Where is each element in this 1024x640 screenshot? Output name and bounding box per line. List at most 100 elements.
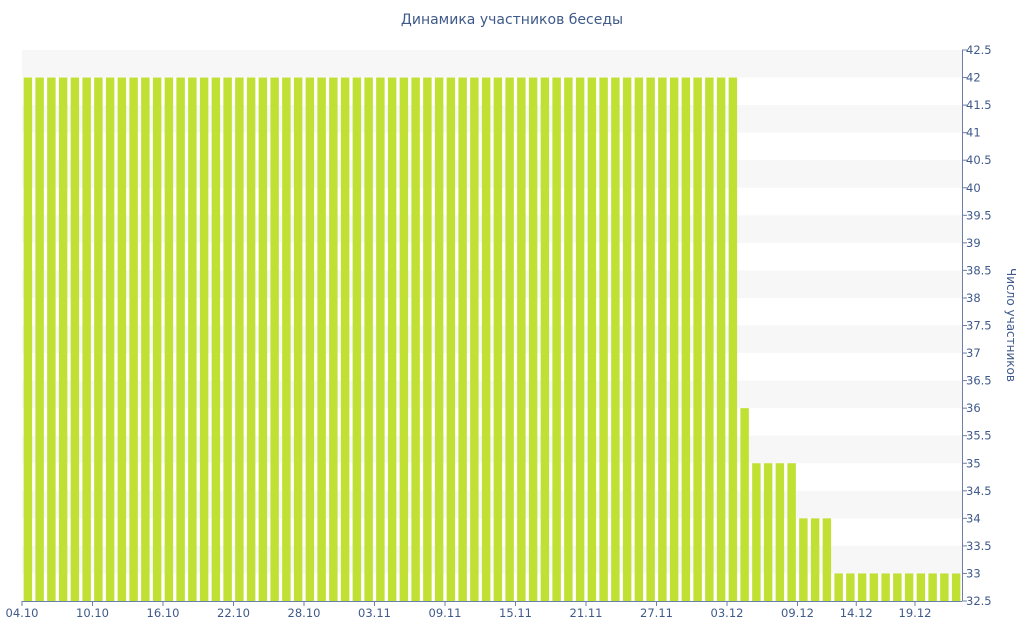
- bar: [188, 77, 197, 602]
- y-tick-label: 32.5: [966, 594, 992, 608]
- bar: [857, 573, 867, 601]
- y-tick-label: 39: [966, 236, 981, 250]
- x-tick-label: 09.12: [781, 606, 814, 620]
- bar: [728, 77, 738, 602]
- bar: [822, 518, 832, 601]
- y-axis-ticks: 32.5 33 33.5 34 34.5 35 35.5 36 36.5 37 37.5 38 38.5…: [962, 43, 992, 608]
- bar: [399, 77, 409, 602]
- y-tick-label: 41: [966, 126, 981, 140]
- bar: [70, 77, 80, 602]
- grid-band: [22, 105, 962, 133]
- y-tick-label: 41.5: [966, 98, 992, 112]
- bar: [611, 77, 620, 602]
- bar: [164, 77, 174, 602]
- bar: [82, 77, 91, 602]
- bar: [235, 77, 244, 602]
- bar: [552, 77, 561, 602]
- grid-band: [22, 545, 962, 574]
- bar: [599, 77, 608, 602]
- y-tick-label: 37.5: [966, 319, 992, 333]
- bar: [799, 518, 808, 601]
- bar: [282, 77, 291, 602]
- x-tick-label: 03.12: [711, 606, 744, 620]
- x-tick-label: 27.11: [640, 606, 673, 620]
- y-tick-label: 35: [966, 456, 981, 470]
- bar: [916, 573, 926, 601]
- bar: [58, 77, 68, 602]
- bar: [787, 463, 796, 601]
- bars: [23, 77, 961, 602]
- x-tick-label: 03.11: [358, 606, 391, 620]
- bar: [481, 77, 491, 602]
- bar: [129, 77, 138, 602]
- bar: [35, 77, 44, 602]
- y-tick-label: 37: [966, 346, 981, 360]
- y-tick-label: 38: [966, 291, 981, 305]
- bar: [564, 77, 573, 602]
- x-tick-label: 16.10: [147, 606, 180, 620]
- bar: [446, 77, 456, 602]
- bar: [763, 463, 773, 601]
- bar: [317, 77, 326, 602]
- x-axis-ticks: 04.10 10.10 16.10 22.10 28.10 03.11 09.11 15.11…: [6, 601, 931, 620]
- y-tick-label: 38.5: [966, 263, 992, 277]
- grid-band: [22, 325, 962, 354]
- bar: [716, 77, 726, 602]
- y-tick-label: 40.5: [966, 153, 992, 167]
- bar: [246, 77, 256, 602]
- bar: [810, 518, 820, 601]
- x-tick-label: 04.10: [6, 606, 39, 620]
- bar: [505, 77, 514, 602]
- x-tick-label: 28.10: [288, 606, 321, 620]
- bar: [517, 77, 526, 602]
- x-tick-label: 09.11: [429, 606, 462, 620]
- x-tick-label: 14.12: [840, 606, 873, 620]
- bar: [434, 77, 444, 602]
- y-tick-label: 33: [966, 566, 981, 580]
- bar: [423, 77, 432, 602]
- x-tick-label: 10.10: [76, 606, 109, 620]
- bar: [293, 77, 303, 602]
- y-tick-label: 34: [966, 511, 981, 525]
- bar: [258, 77, 268, 602]
- grid-band: [22, 270, 962, 298]
- bar: [669, 77, 679, 602]
- bar: [940, 573, 949, 601]
- bar: [646, 77, 655, 602]
- y-tick-label: 33.5: [966, 539, 992, 553]
- bar: [105, 77, 115, 602]
- grid-band: [22, 435, 962, 464]
- y-tick-label: 36.5: [966, 374, 992, 388]
- bar: [705, 77, 714, 602]
- grid-band: [22, 215, 962, 243]
- bar: [693, 77, 702, 602]
- bar: [575, 77, 585, 602]
- bar: [951, 573, 961, 601]
- bar: [47, 77, 56, 602]
- y-tick-label: 42.5: [966, 43, 992, 57]
- bar: [893, 573, 902, 601]
- grid-band: [22, 380, 962, 409]
- bar: [211, 77, 221, 602]
- x-tick-label: 15.11: [499, 606, 532, 620]
- bar: [775, 463, 785, 601]
- grid-band: [22, 490, 962, 519]
- bar: [752, 463, 761, 601]
- bar: [846, 573, 855, 601]
- y-tick-label: 34.5: [966, 484, 992, 498]
- bar: [305, 77, 315, 602]
- bar: [493, 77, 503, 602]
- grid-bands: [22, 50, 962, 574]
- chart-title: Динамика участников беседы: [400, 12, 624, 28]
- bar: [881, 573, 890, 601]
- bar: [199, 77, 209, 602]
- y-tick-label: 36: [966, 401, 981, 415]
- y-tick-label: 42: [966, 71, 981, 85]
- y-tick-label: 40: [966, 181, 981, 195]
- bar: [364, 77, 373, 602]
- bar: [152, 77, 162, 602]
- bar: [117, 77, 127, 602]
- grid-band: [22, 160, 962, 188]
- bar: [540, 77, 550, 602]
